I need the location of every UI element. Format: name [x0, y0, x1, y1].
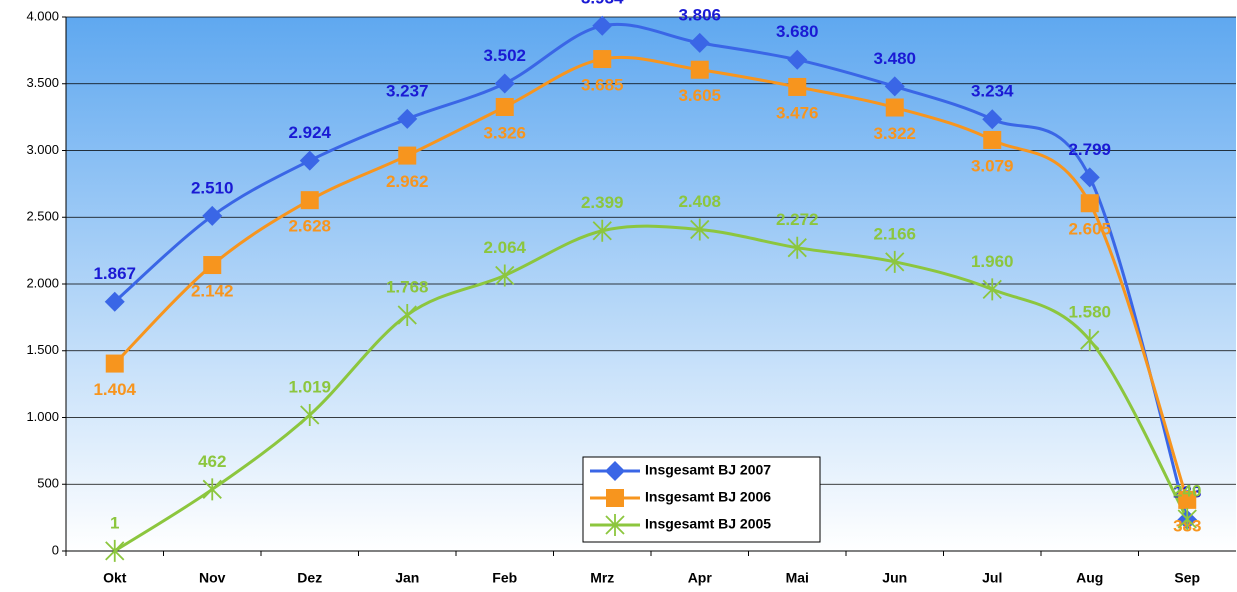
marker	[885, 98, 904, 117]
marker	[605, 514, 625, 536]
legend: Insgesamt BJ 2007 Insgesamt BJ 2006 Insges…	[582, 456, 821, 543]
data-label: 3.480	[873, 49, 916, 68]
series-line	[113, 224, 1189, 553]
y-tick-label: 500	[37, 476, 59, 491]
x-tick-label: Okt	[103, 570, 127, 586]
marker	[885, 250, 905, 273]
marker	[690, 60, 709, 79]
data-label: 2.408	[678, 192, 721, 211]
x-tick-label: Mrz	[590, 570, 614, 586]
data-label: 1.404	[93, 380, 136, 399]
y-tick-label: 4.000	[26, 8, 59, 23]
y-tick-label: 3.500	[26, 75, 59, 90]
data-label: 1.019	[288, 377, 331, 396]
marker	[1177, 507, 1197, 530]
marker	[397, 108, 418, 129]
y-tick-label: 2.500	[26, 209, 59, 224]
marker	[495, 264, 515, 287]
marker	[299, 150, 320, 171]
data-label: 2.399	[581, 193, 624, 212]
data-label: 2.924	[288, 123, 331, 142]
marker	[605, 461, 625, 481]
marker	[494, 73, 515, 94]
data-label: 240	[1173, 481, 1201, 500]
marker	[397, 303, 417, 326]
y-tick-label: 1.000	[26, 409, 59, 424]
x-tick-label: Dez	[297, 570, 322, 586]
y-tick-label: 2.000	[26, 275, 59, 290]
data-label: 3.806	[678, 5, 721, 24]
data-label: 3.326	[483, 123, 526, 142]
marker	[300, 403, 320, 426]
marker	[105, 539, 125, 562]
legend-label: Insgesamt BJ 2007	[645, 462, 771, 478]
marker	[495, 97, 514, 116]
y-tick-label: 0	[52, 542, 59, 557]
marker	[592, 219, 612, 242]
marker	[690, 218, 710, 241]
data-label: 3.680	[776, 22, 819, 41]
data-label: 3.234	[971, 82, 1014, 101]
y-tick-label: 1.500	[26, 342, 59, 357]
marker	[300, 191, 319, 210]
x-tick-label: Nov	[199, 570, 226, 586]
x-tick-label: Jan	[395, 570, 419, 586]
x-tick-label: Apr	[688, 570, 713, 586]
x-tick-label: Aug	[1076, 570, 1103, 586]
x-tick-label: Jun	[882, 570, 907, 586]
marker	[593, 50, 612, 69]
marker	[982, 109, 1003, 130]
marker	[689, 32, 710, 53]
marker	[398, 146, 417, 165]
data-label: 2.272	[776, 210, 819, 229]
data-label: 2.064	[483, 238, 526, 257]
x-tick-label: Sep	[1174, 570, 1200, 586]
data-label: 3.476	[776, 103, 819, 122]
marker	[1080, 194, 1099, 213]
marker	[983, 130, 1002, 149]
data-label: 462	[198, 452, 226, 471]
x-tick-label: Feb	[492, 570, 517, 586]
marker	[787, 236, 807, 259]
legend-label: Insgesamt BJ 2005	[645, 516, 771, 532]
data-label: 3.934	[581, 0, 624, 7]
data-label: 3.079	[971, 156, 1014, 175]
marker	[982, 278, 1002, 301]
data-label: 2.799	[1068, 140, 1111, 159]
marker	[105, 354, 124, 373]
marker	[203, 256, 222, 275]
marker	[202, 478, 222, 501]
data-label: 3.502	[483, 46, 526, 65]
marker	[592, 15, 613, 36]
data-label: 2.962	[386, 172, 429, 191]
marker	[787, 49, 808, 70]
marker	[1178, 490, 1197, 509]
data-label: 3.237	[386, 81, 429, 100]
marker	[1079, 167, 1100, 188]
data-label: 1.867	[93, 264, 136, 283]
marker	[606, 489, 624, 507]
data-label: 3.605	[678, 86, 721, 105]
y-tick-label: 3.000	[26, 142, 59, 157]
data-label: 3.322	[873, 124, 916, 143]
marker	[788, 77, 807, 96]
marker	[884, 76, 905, 97]
data-label: 2.142	[191, 282, 234, 301]
data-label: 2.166	[873, 224, 916, 243]
x-tick-label: Mai	[786, 570, 809, 586]
data-label: 1.960	[971, 252, 1014, 271]
marker	[1080, 329, 1100, 352]
data-label: 2.510	[191, 178, 234, 197]
data-label: 2.605	[1068, 220, 1111, 239]
data-label: 1.580	[1068, 303, 1111, 322]
data-label: 3.685	[581, 76, 624, 95]
x-tick-label: Jul	[982, 570, 1002, 586]
data-label: 1	[110, 513, 119, 532]
marker	[104, 291, 125, 312]
data-label: 2.628	[288, 217, 331, 236]
marker	[202, 205, 223, 226]
data-label: 1.768	[386, 277, 429, 296]
legend-label: Insgesamt BJ 2006	[645, 489, 771, 505]
